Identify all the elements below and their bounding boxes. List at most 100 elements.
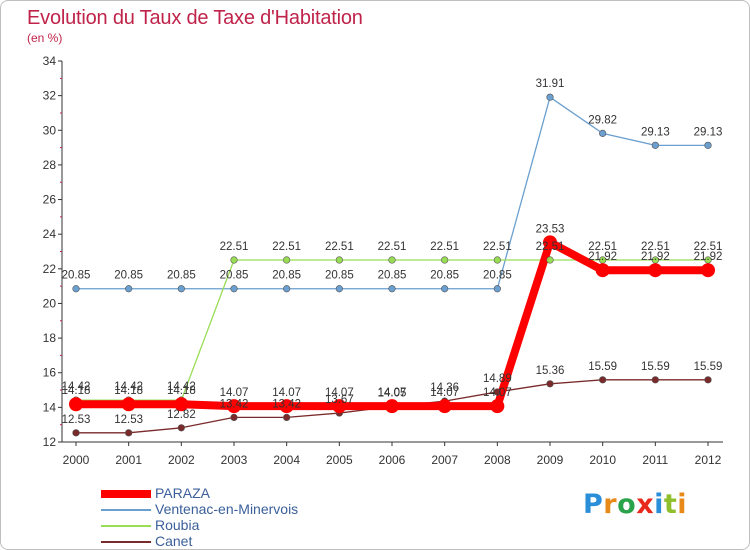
data-point bbox=[701, 263, 715, 278]
data-label: 22.51 bbox=[641, 241, 670, 253]
data-label: 21.92 bbox=[588, 251, 617, 263]
legend-item-paraza: PARAZA bbox=[101, 485, 381, 502]
data-label: 20.85 bbox=[220, 270, 249, 282]
data-point bbox=[174, 397, 189, 412]
data-label: 15.59 bbox=[694, 361, 723, 373]
x-tick-label: 2002 bbox=[168, 453, 195, 467]
data-label: 20.85 bbox=[483, 270, 512, 282]
data-point bbox=[283, 413, 291, 422]
data-point bbox=[595, 263, 610, 278]
data-label: 14.07 bbox=[378, 387, 407, 399]
data-point bbox=[125, 429, 133, 437]
data-label: 22.51 bbox=[378, 241, 407, 253]
data-label: 14.07 bbox=[220, 387, 249, 399]
legend-item-canet: Canet bbox=[101, 533, 381, 549]
x-tick-label: 2007 bbox=[431, 453, 458, 467]
data-point bbox=[279, 399, 294, 414]
data-label: 12.53 bbox=[62, 414, 91, 426]
y-tick-label: 30 bbox=[43, 123, 57, 137]
data-label: 22.51 bbox=[536, 241, 565, 253]
data-label: 20.85 bbox=[430, 270, 459, 282]
y-tick-label: 14 bbox=[43, 400, 57, 414]
y-tick-label: 16 bbox=[43, 366, 57, 380]
data-labels: 20.85 20.85 20.85 20.85 20.85 20.85 20.85 20.85… bbox=[62, 78, 723, 426]
x-tick-label: 2006 bbox=[379, 453, 406, 467]
legend-label-roubia: Roubia bbox=[155, 517, 200, 533]
data-label: 14.07 bbox=[483, 387, 512, 399]
data-point bbox=[599, 129, 607, 137]
data-point bbox=[651, 376, 659, 384]
x-tick-label: 2008 bbox=[484, 453, 511, 467]
data-point bbox=[335, 285, 343, 293]
data-label: 29.13 bbox=[641, 126, 670, 138]
data-point bbox=[177, 424, 185, 432]
data-label: 15.59 bbox=[588, 361, 617, 373]
x-tick-label: 2004 bbox=[273, 453, 300, 467]
data-label: 14.07 bbox=[325, 387, 354, 399]
data-label: 14.42 bbox=[167, 381, 196, 393]
legend-swatch-paraza bbox=[101, 490, 151, 498]
data-label: 14.18 bbox=[114, 385, 143, 397]
data-label: 20.85 bbox=[378, 270, 407, 282]
y-tick-label: 26 bbox=[43, 193, 57, 207]
chart-axes: 12 14 16 18 20 22 24 26 28 30 32 34 2000 2001 2002 2003… bbox=[43, 54, 723, 467]
data-label: 14.42 bbox=[62, 381, 91, 393]
proxiti-logo: Proxiti bbox=[583, 489, 687, 520]
data-label: 22.51 bbox=[325, 241, 354, 253]
data-label: 22.51 bbox=[588, 241, 617, 253]
data-point bbox=[704, 141, 712, 149]
data-label: 20.85 bbox=[114, 270, 143, 282]
logo-letter: o bbox=[617, 489, 637, 520]
data-label: 14.18 bbox=[62, 385, 91, 397]
data-label: 22.51 bbox=[483, 241, 512, 253]
data-label: 29.82 bbox=[588, 114, 617, 126]
y-tick-label: 20 bbox=[43, 296, 57, 310]
data-label: 21.92 bbox=[641, 251, 670, 263]
data-point bbox=[230, 413, 238, 422]
data-label: 23.53 bbox=[536, 223, 565, 235]
x-tick-label: 2001 bbox=[115, 453, 142, 467]
data-point bbox=[72, 429, 80, 437]
data-point bbox=[546, 256, 554, 264]
data-point bbox=[283, 285, 291, 293]
x-tick-label: 2009 bbox=[537, 453, 564, 467]
data-point bbox=[388, 256, 396, 264]
logo-letter: P bbox=[583, 489, 604, 520]
data-label: 31.91 bbox=[536, 78, 565, 90]
legend-label-paraza: PARAZA bbox=[155, 485, 210, 501]
data-point bbox=[230, 285, 238, 293]
data-label: 20.85 bbox=[272, 270, 301, 282]
data-point bbox=[121, 397, 136, 412]
legend-item-ventenac: Ventenac-en-Minervois bbox=[101, 501, 381, 518]
data-label: 14.42 bbox=[114, 381, 143, 393]
data-label: 13.42 bbox=[220, 398, 249, 410]
data-point bbox=[72, 285, 80, 293]
data-label: 20.85 bbox=[62, 270, 91, 282]
data-point bbox=[704, 376, 712, 384]
chart-title: Evolution du Taux de Taxe d'Habitation bbox=[27, 7, 363, 29]
data-point bbox=[437, 399, 452, 414]
data-point bbox=[493, 388, 501, 396]
data-point bbox=[546, 93, 554, 101]
data-label: 15.59 bbox=[641, 361, 670, 373]
data-point bbox=[546, 380, 554, 388]
chart-subtitle: (en %) bbox=[27, 31, 63, 45]
data-label: 21.92 bbox=[694, 251, 723, 263]
data-label: 12.53 bbox=[114, 414, 143, 426]
data-point bbox=[651, 141, 659, 149]
series-points bbox=[69, 93, 715, 437]
logo-letter: t bbox=[663, 489, 678, 520]
legend-swatch-canet bbox=[101, 541, 151, 543]
x-tick-label: 2012 bbox=[695, 453, 722, 467]
legend-item-roubia: Roubia bbox=[101, 517, 381, 534]
data-label: 14.36 bbox=[430, 382, 459, 394]
data-point bbox=[385, 399, 399, 414]
logo-letter: r bbox=[603, 489, 618, 520]
data-point bbox=[125, 285, 133, 293]
y-tick-label: 32 bbox=[43, 89, 57, 103]
logo-letter: i bbox=[654, 489, 664, 520]
data-point bbox=[648, 263, 663, 278]
data-point bbox=[388, 285, 396, 293]
data-label: 14.89 bbox=[483, 373, 512, 385]
